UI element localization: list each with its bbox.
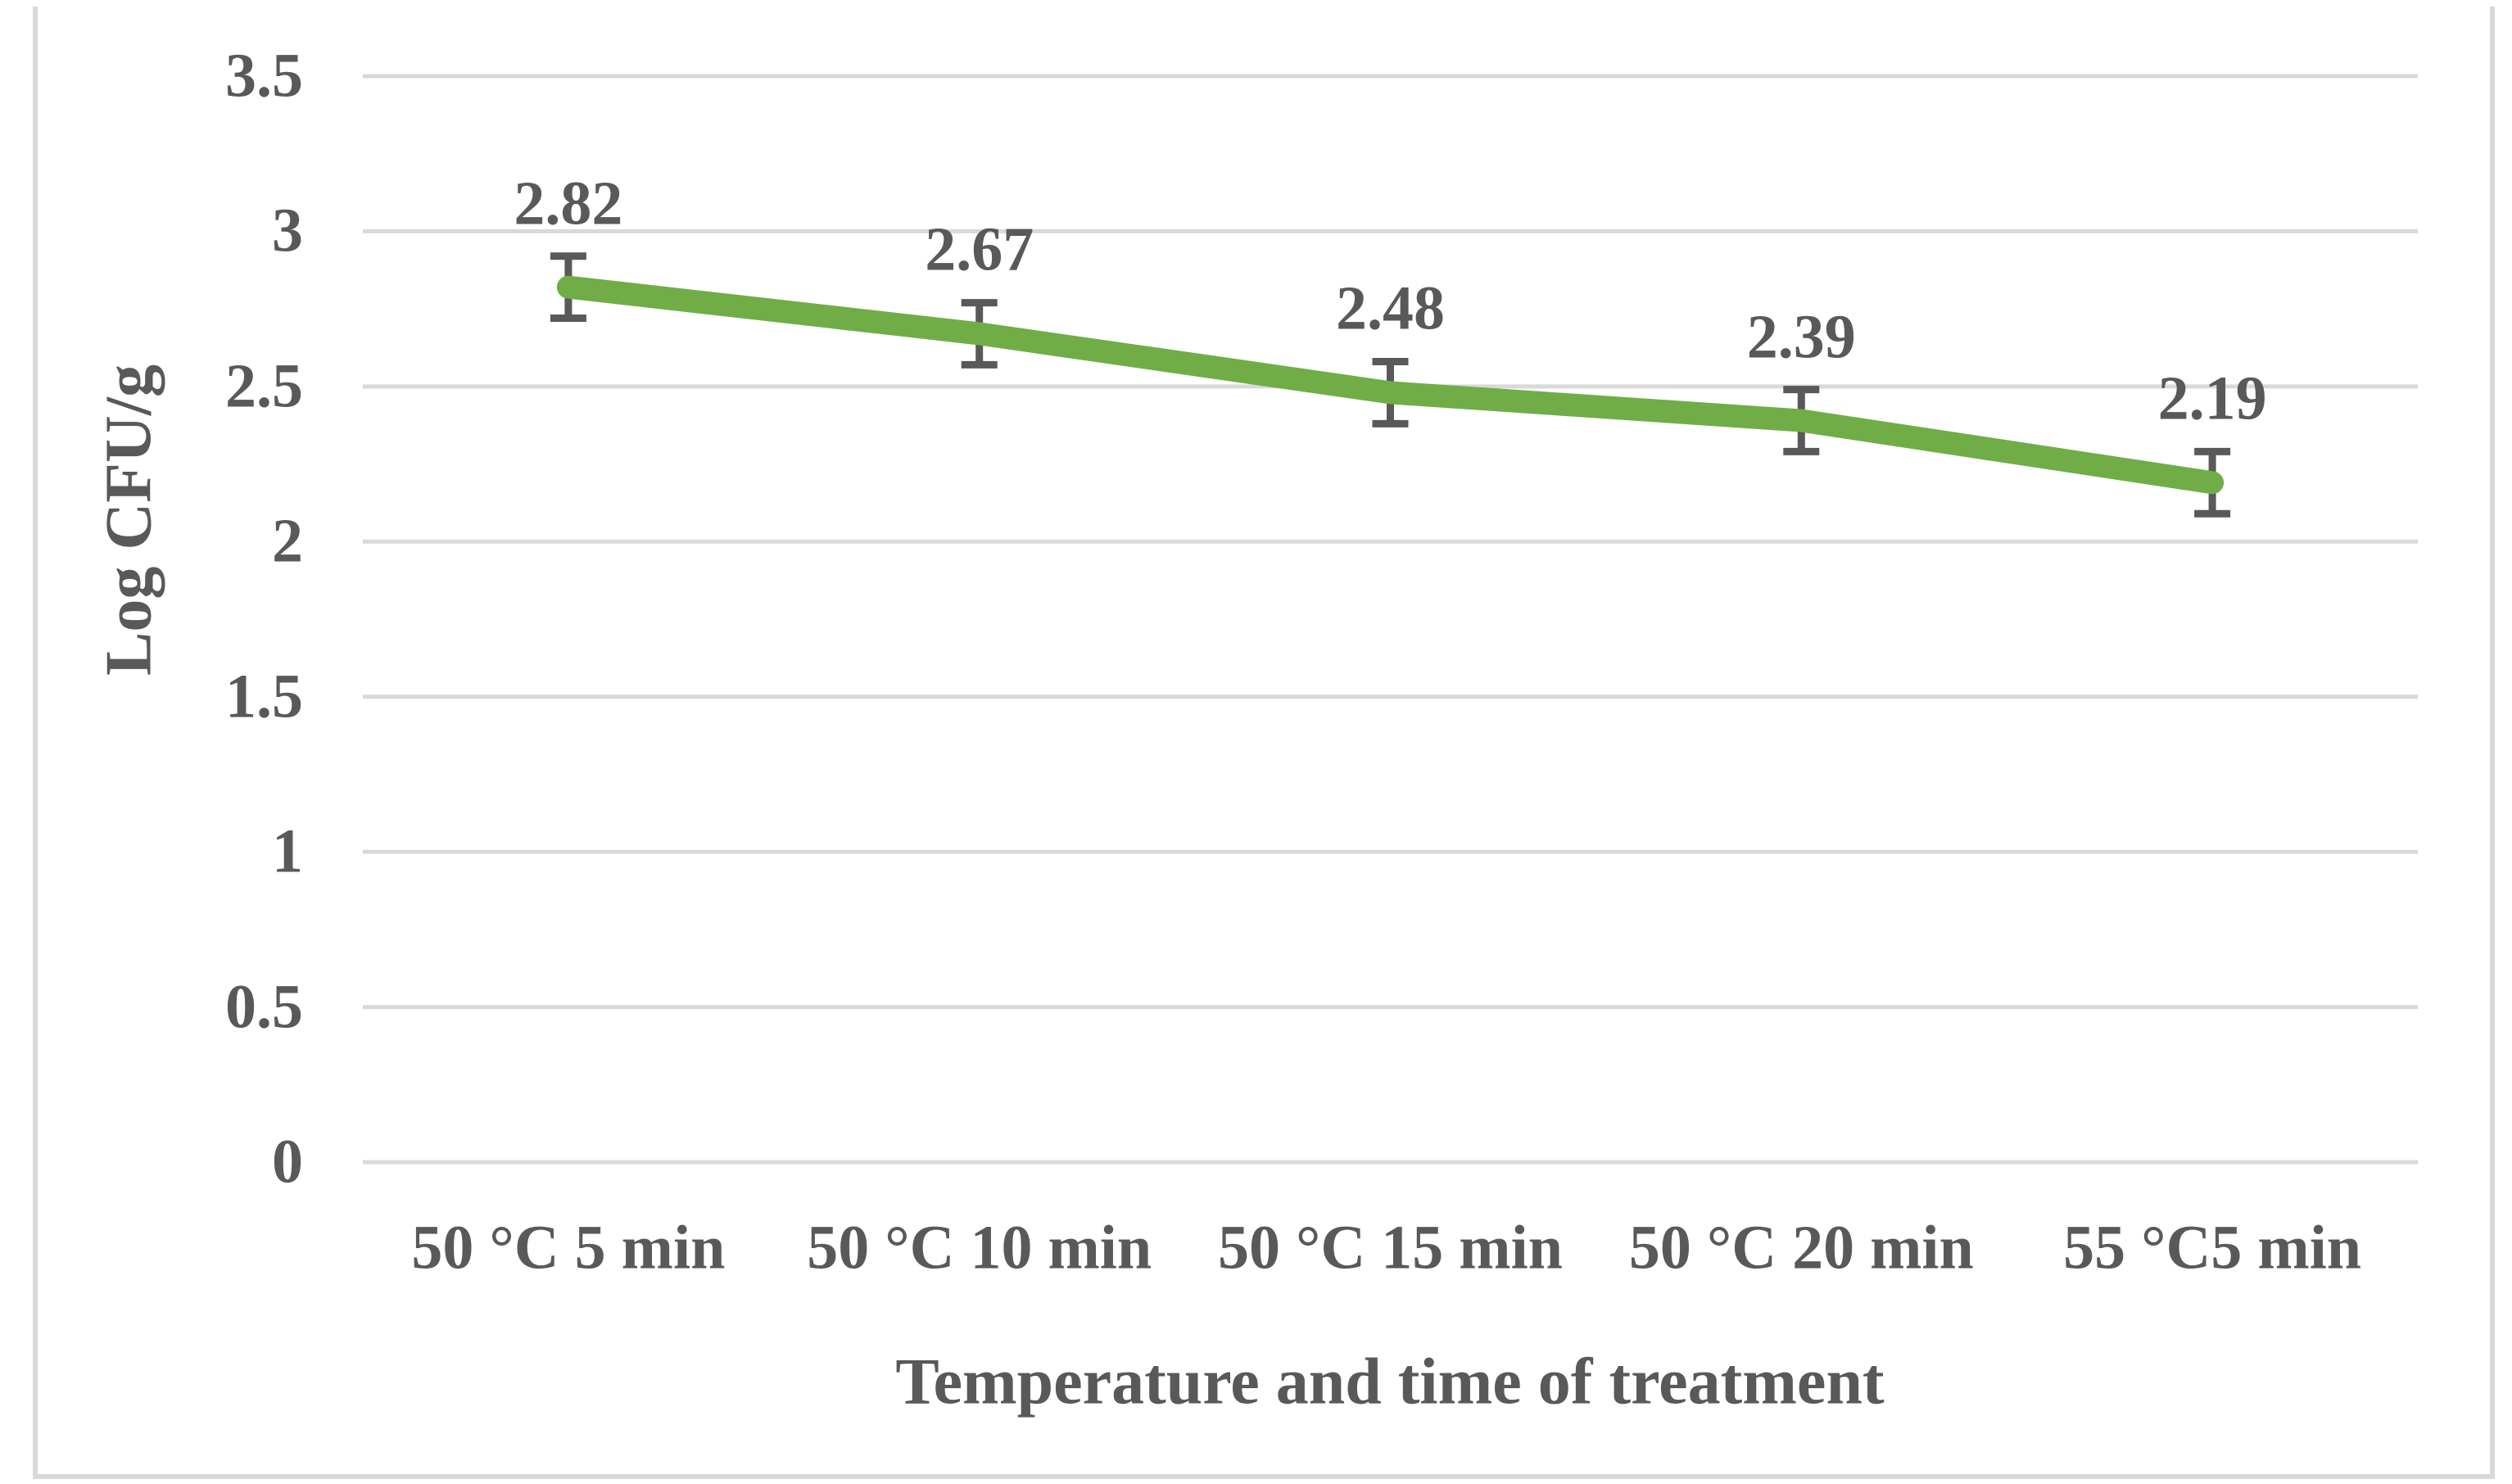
x-axis-title: Temperature and time of treatment	[895, 1346, 1885, 1418]
y-tick-label: 3.5	[225, 41, 303, 111]
y-tick-label: 0	[272, 1127, 303, 1197]
y-tick-label: 1.5	[225, 662, 303, 731]
data-label: 2.19	[2157, 364, 2267, 433]
y-tick-label: 2	[272, 506, 303, 576]
x-category-label: 55 °C5 min	[2063, 1213, 2362, 1283]
data-label: 2.67	[925, 215, 1034, 284]
data-label: 2.48	[1336, 274, 1445, 343]
series-line	[556, 275, 2225, 495]
y-tick-label: 1	[272, 817, 303, 886]
data-label: 2.82	[514, 169, 623, 238]
y-axis-title: Log CFU/g	[93, 364, 165, 676]
y-tick-label: 3	[272, 196, 303, 265]
x-category-label: 50 °C 15 min	[1218, 1213, 1563, 1283]
y-tick-label: 0.5	[225, 972, 303, 1042]
x-category-label: 50 °C 5 min	[411, 1213, 726, 1283]
x-category-label: 50 °C 20 min	[1628, 1213, 1974, 1283]
x-category-label: 50 °C 10 min	[807, 1213, 1152, 1283]
data-label: 2.39	[1746, 302, 1856, 372]
y-tick-label: 2.5	[225, 351, 303, 421]
